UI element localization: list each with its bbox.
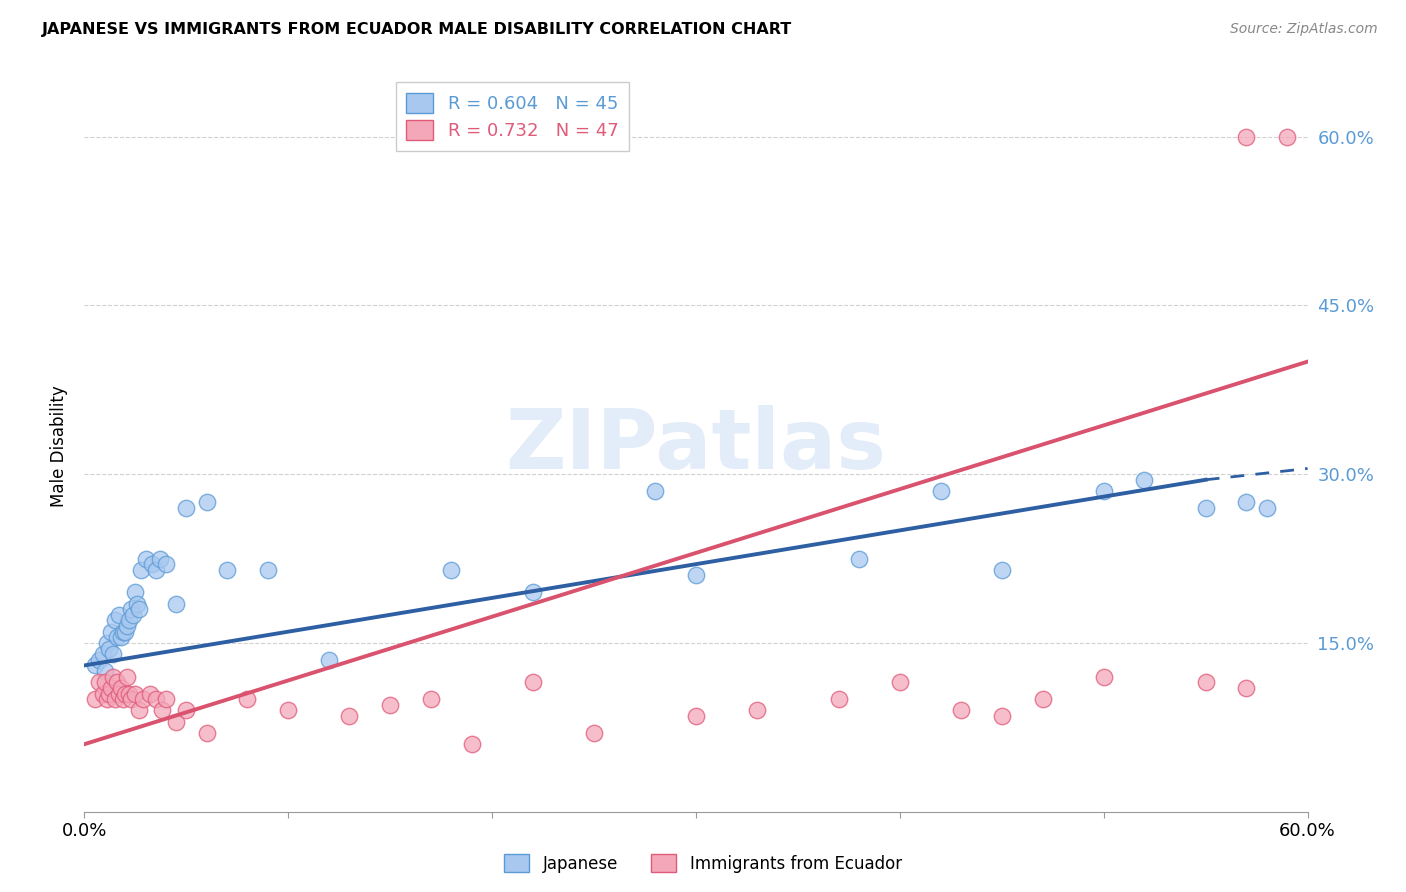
Point [145, 692, 167, 706]
Point [104, 614, 127, 628]
Point [195, 726, 218, 740]
Point [93, 664, 115, 678]
Point [97, 641, 120, 656]
Point [1236, 129, 1258, 144]
Point [339, 709, 361, 723]
Point [1032, 692, 1054, 706]
Point [155, 557, 177, 571]
Point [124, 687, 146, 701]
Point [236, 692, 259, 706]
Point [114, 687, 136, 701]
Point [105, 675, 128, 690]
Point [380, 698, 402, 712]
Point [138, 687, 160, 701]
Point [1236, 681, 1258, 695]
Point [112, 692, 135, 706]
Point [461, 737, 484, 751]
Point [155, 692, 177, 706]
Point [104, 692, 127, 706]
Point [124, 585, 146, 599]
Point [118, 687, 141, 701]
Point [110, 630, 132, 644]
Legend: R = 0.604   N = 45, R = 0.732   N = 47: R = 0.604 N = 45, R = 0.732 N = 47 [395, 82, 630, 151]
Point [165, 597, 187, 611]
Point [1195, 675, 1218, 690]
Point [120, 602, 142, 616]
Point [644, 483, 666, 498]
Point [141, 557, 163, 571]
Point [118, 614, 141, 628]
Point [110, 681, 132, 695]
Point [440, 563, 463, 577]
Point [747, 703, 769, 717]
Point [91, 647, 114, 661]
Point [1236, 495, 1258, 509]
Point [149, 551, 172, 566]
Point [145, 563, 167, 577]
Point [122, 607, 145, 622]
Point [420, 692, 443, 706]
Point [115, 670, 138, 684]
Legend: Japanese, Immigrants from Ecuador: Japanese, Immigrants from Ecuador [498, 847, 908, 880]
Point [1092, 670, 1115, 684]
Point [685, 568, 707, 582]
Point [685, 709, 707, 723]
Point [1256, 500, 1278, 515]
Point [991, 563, 1014, 577]
Point [112, 624, 135, 639]
Point [101, 670, 124, 684]
Point [318, 653, 340, 667]
Point [105, 630, 128, 644]
Point [97, 687, 120, 701]
Point [87, 653, 110, 667]
Text: Source: ZipAtlas.com: Source: ZipAtlas.com [1230, 22, 1378, 37]
Text: ZIPatlas: ZIPatlas [506, 406, 886, 486]
Point [889, 675, 911, 690]
Point [1133, 473, 1156, 487]
Point [828, 692, 851, 706]
Text: JAPANESE VS IMMIGRANTS FROM ECUADOR MALE DISABILITY CORRELATION CHART: JAPANESE VS IMMIGRANTS FROM ECUADOR MALE… [42, 22, 793, 37]
Point [108, 687, 131, 701]
Point [1195, 500, 1218, 515]
Point [522, 675, 544, 690]
Point [83, 658, 105, 673]
Point [120, 692, 142, 706]
Point [929, 483, 952, 498]
Point [100, 624, 122, 639]
Point [277, 703, 299, 717]
Point [131, 563, 153, 577]
Point [848, 551, 870, 566]
Point [135, 551, 157, 566]
Point [257, 563, 280, 577]
Point [127, 597, 149, 611]
Point [96, 636, 118, 650]
Point [128, 602, 150, 616]
Point [150, 703, 173, 717]
Point [132, 692, 155, 706]
Point [93, 675, 115, 690]
Y-axis label: Male Disability: Male Disability [51, 385, 69, 507]
Point [991, 709, 1014, 723]
Point [100, 681, 122, 695]
Point [165, 714, 187, 729]
Point [1277, 129, 1299, 144]
Point [83, 692, 105, 706]
Point [195, 495, 218, 509]
Point [174, 500, 197, 515]
Point [950, 703, 973, 717]
Point [108, 607, 131, 622]
Point [583, 726, 606, 740]
Point [522, 585, 544, 599]
Point [87, 675, 110, 690]
Point [217, 563, 239, 577]
Point [101, 647, 124, 661]
Point [128, 703, 150, 717]
Point [115, 619, 138, 633]
Point [96, 692, 118, 706]
Point [1092, 483, 1115, 498]
Point [91, 687, 114, 701]
Point [174, 703, 197, 717]
Point [114, 624, 136, 639]
